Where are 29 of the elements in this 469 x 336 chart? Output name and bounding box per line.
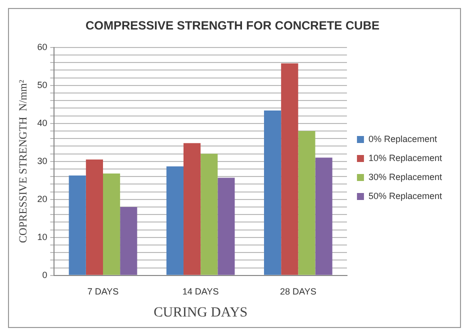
bar xyxy=(68,175,86,275)
bar xyxy=(120,207,138,275)
bar xyxy=(103,174,120,275)
legend-label: 0% Replacement xyxy=(368,134,438,144)
legend-label: 50% Replacement xyxy=(368,190,442,201)
bar xyxy=(166,166,184,275)
y-tick-label: 20 xyxy=(37,194,48,204)
legend-label: 10% Replacement xyxy=(368,152,442,163)
y-tick-label: 50 xyxy=(37,80,48,90)
y-axis-title: COPRESSIVE STRENGTH N/mm² xyxy=(17,79,30,243)
x-tick-label: 28 DAYS xyxy=(280,286,316,296)
y-tick-label: 30 xyxy=(37,156,48,166)
x-axis-title: CURING DAYS xyxy=(154,305,248,320)
bar xyxy=(184,143,201,275)
bar xyxy=(200,154,218,275)
y-tick-label: 40 xyxy=(37,118,48,128)
legend-label: 30% Replacement xyxy=(368,172,442,182)
bar xyxy=(281,63,298,275)
bar xyxy=(315,158,332,275)
y-tick-label: 10 xyxy=(37,232,48,242)
bar xyxy=(298,131,316,275)
x-tick-label: 14 DAYS xyxy=(182,286,219,296)
x-tick-label: 7 DAYS xyxy=(87,286,119,296)
chart-title: COMPRESSIVE STRENGTH FOR CONCRETE CUBE xyxy=(85,18,380,33)
y-tick-label: 0 xyxy=(42,270,48,280)
bar xyxy=(218,178,235,275)
bar xyxy=(264,110,282,275)
bar xyxy=(86,160,103,275)
y-tick-label: 60 xyxy=(37,42,48,52)
